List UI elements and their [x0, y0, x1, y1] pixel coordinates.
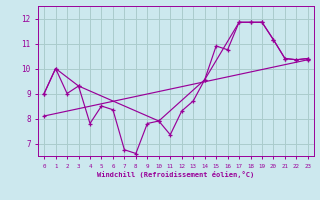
- X-axis label: Windchill (Refroidissement éolien,°C): Windchill (Refroidissement éolien,°C): [97, 171, 255, 178]
